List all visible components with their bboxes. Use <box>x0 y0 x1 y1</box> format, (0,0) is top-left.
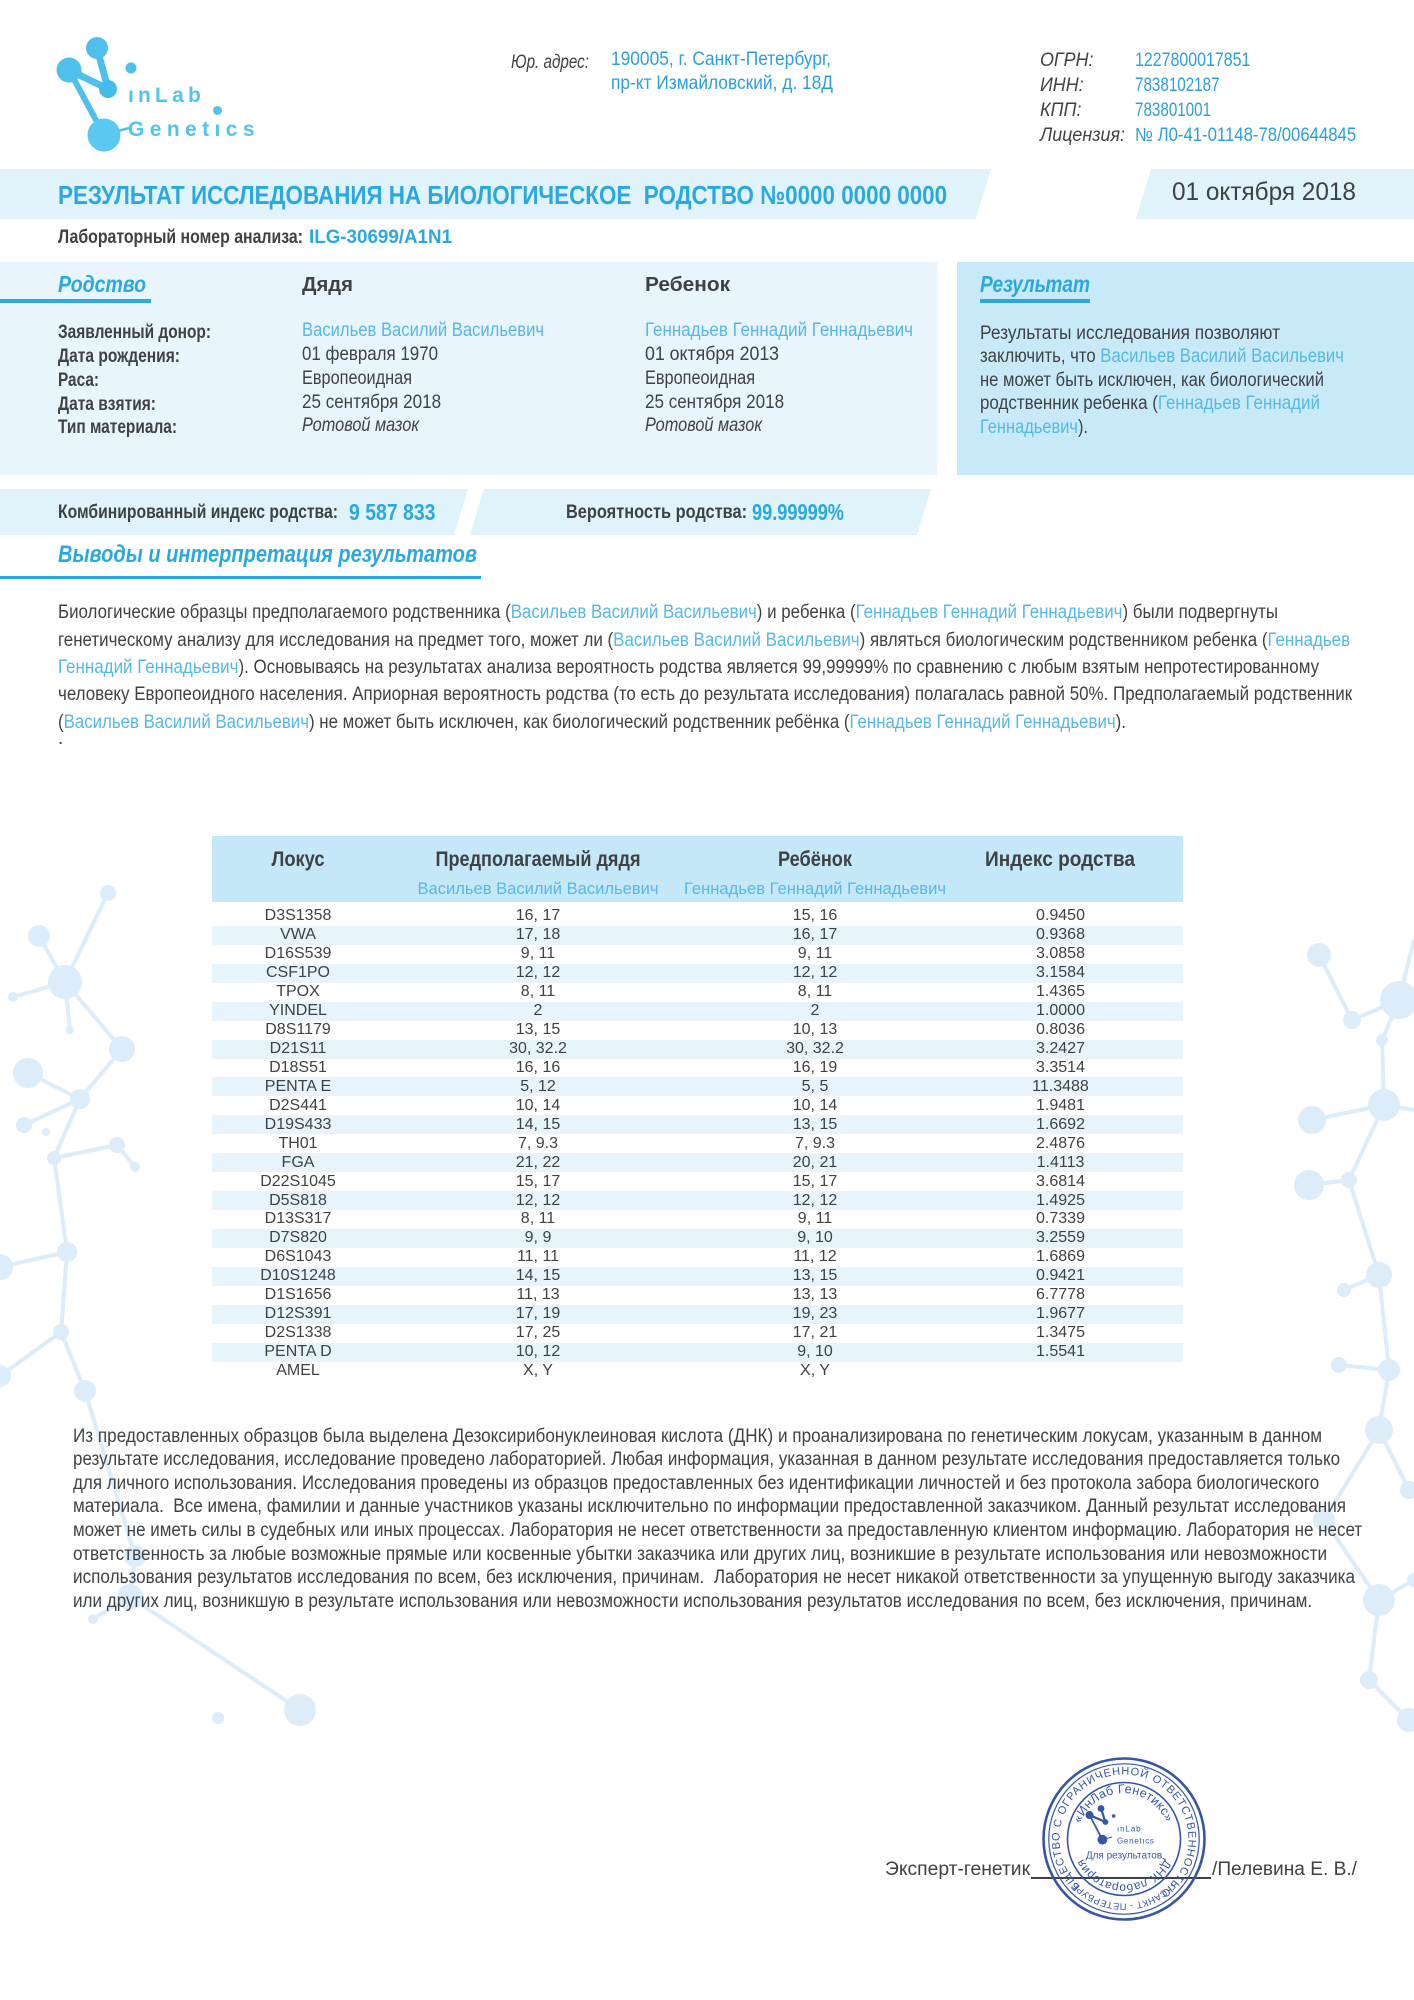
svg-text:ınLab: ınLab <box>1117 1825 1142 1834</box>
svg-text:ınLab: ınLab <box>128 84 205 107</box>
svg-text:Для результатов: Для результатов <box>1086 1851 1162 1862</box>
svg-text:Genetıcs: Genetıcs <box>1117 1837 1155 1846</box>
svg-text:Genetıcs: Genetıcs <box>128 118 260 141</box>
